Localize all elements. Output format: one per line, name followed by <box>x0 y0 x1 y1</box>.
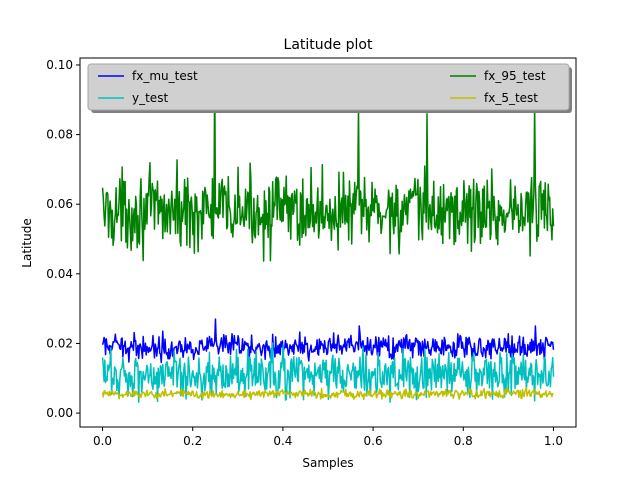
x-axis: 0.0 0.2 0.4 0.6 0.8 1.0 <box>93 427 563 448</box>
series-line-fx_mu_test <box>101 318 555 364</box>
legend-box <box>87 63 570 111</box>
x-tick-label: 0.6 <box>364 434 383 448</box>
legend-label-fx_95_test: fx_95_test <box>484 69 546 83</box>
x-tick-label: 1.0 <box>544 434 563 448</box>
plot-frame <box>79 57 577 428</box>
series-layer <box>101 69 555 404</box>
y-tick-label: 0.06 <box>46 197 73 211</box>
y-tick-label: 0.04 <box>46 267 73 281</box>
legend-label-fx_mu_test: fx_mu_test <box>132 69 198 83</box>
x-tick-label: 0.0 <box>93 434 112 448</box>
y-tick-label: 0.00 <box>46 406 73 420</box>
series-line-y_test <box>101 342 555 404</box>
legend-label-y_test: y_test <box>132 91 168 105</box>
y-axis: 0.00 0.02 0.04 0.06 0.08 0.10 <box>46 58 80 420</box>
y-tick-label: 0.10 <box>46 58 73 72</box>
y-axis-title: Latitude <box>20 218 34 267</box>
y-tick-label: 0.08 <box>46 128 73 142</box>
x-axis-title: Samples <box>302 456 353 470</box>
x-tick-label: 0.4 <box>273 434 292 448</box>
legend-label-fx_5_test: fx_5_test <box>484 91 538 105</box>
legend: fx_mu_test fx_95_test y_test fx_5_test <box>87 63 572 113</box>
y-tick-label: 0.02 <box>46 336 73 350</box>
series-line-fx_95_test <box>101 69 555 262</box>
series-line-fx_5_test <box>101 387 554 401</box>
x-tick-label: 0.2 <box>183 434 202 448</box>
chart-title: Latitude plot <box>284 37 373 53</box>
x-tick-label: 0.8 <box>454 434 473 448</box>
